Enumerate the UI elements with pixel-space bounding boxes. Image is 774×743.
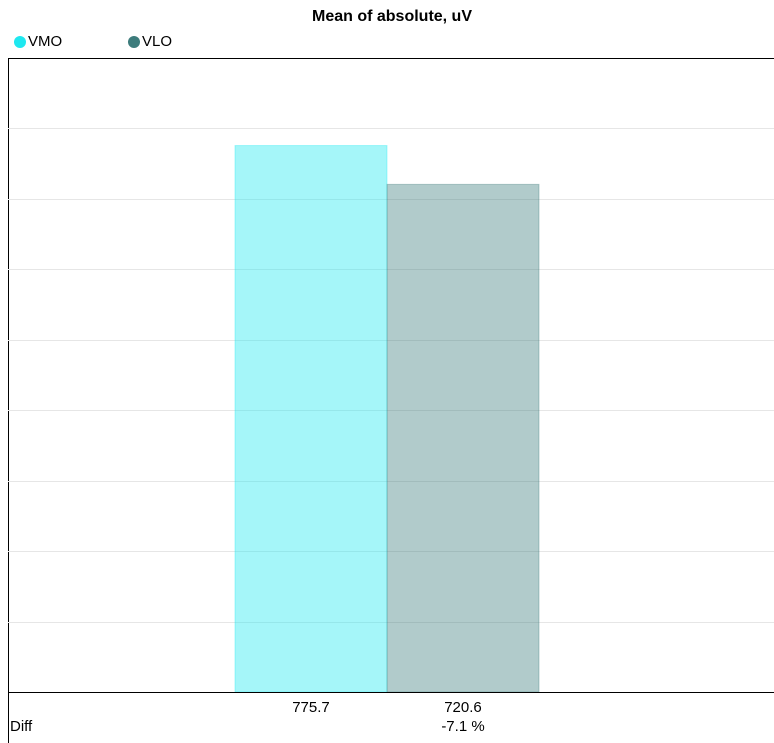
legend-label: VLO — [142, 33, 172, 50]
bar — [234, 145, 388, 693]
bar — [386, 183, 540, 693]
value-label: 720.6 — [444, 699, 482, 716]
chart-title: Mean of absolute, uV — [312, 8, 472, 25]
legend-label: VMO — [28, 33, 62, 50]
diff-label: Diff — [10, 718, 33, 735]
value-label: 775.7 — [292, 699, 330, 716]
legend-marker — [14, 36, 26, 48]
legend-marker — [128, 36, 140, 48]
diff-value: -7.1 % — [441, 718, 484, 735]
